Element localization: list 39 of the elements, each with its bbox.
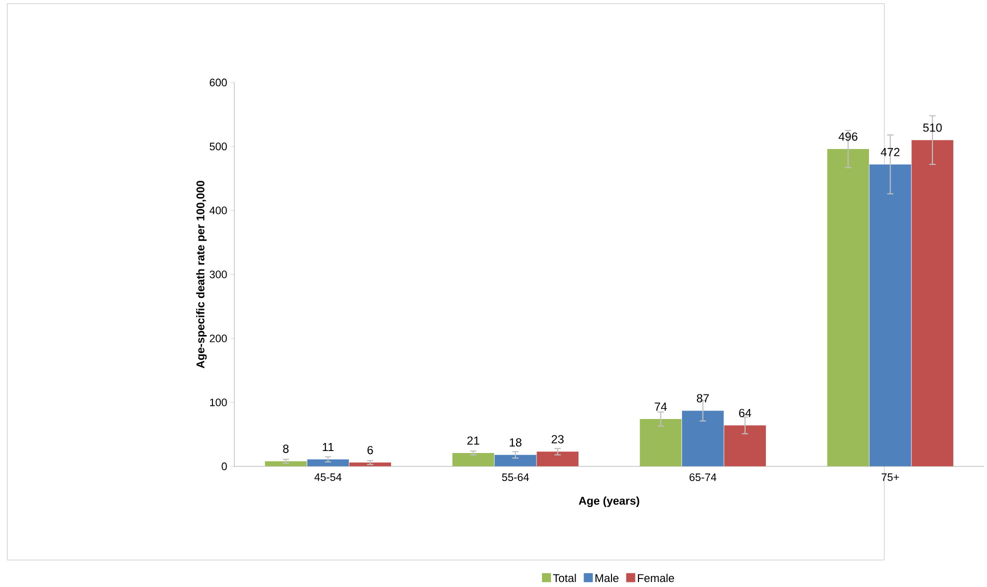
- data-label: 74: [654, 402, 667, 411]
- bar: [682, 410, 724, 466]
- bar: [307, 459, 349, 466]
- y-tick-label: 200: [210, 334, 227, 342]
- y-tick-label: 500: [210, 142, 227, 150]
- x-tick-label: 55-64: [502, 473, 529, 482]
- bar: [827, 149, 869, 466]
- x-tick-label: 45-54: [314, 473, 342, 481]
- data-label: 496: [838, 132, 858, 141]
- bar: [724, 425, 766, 466]
- y-tick-label: 0: [222, 462, 227, 470]
- data-label: 21: [467, 436, 480, 445]
- bar: [640, 419, 682, 466]
- y-tick-label: 300: [210, 270, 227, 278]
- y-tick-label: 100: [210, 398, 227, 406]
- data-label: 472: [880, 148, 900, 156]
- data-label: 64: [739, 408, 752, 418]
- data-label: 23: [552, 435, 564, 444]
- y-tick-label: 600: [210, 78, 227, 86]
- bar: [869, 164, 912, 466]
- y-tick-label: 400: [210, 206, 227, 214]
- x-tick-label: 75+: [882, 473, 899, 481]
- data-label: 11: [322, 443, 334, 452]
- legend-label: Female: [638, 574, 674, 582]
- bar: [349, 462, 392, 466]
- legend-label: Male: [596, 574, 618, 582]
- legend-label: Total: [553, 574, 576, 582]
- bar: [536, 452, 578, 466]
- data-label: 8: [283, 444, 289, 453]
- data-label: 87: [696, 394, 709, 402]
- x-axis-title: Age (years): [578, 496, 640, 508]
- data-label: 510: [923, 124, 942, 132]
- y-axis-title: Age-specific death rate per 100,000: [196, 180, 207, 368]
- data-label: 18: [510, 438, 522, 447]
- bar: [912, 140, 954, 466]
- data-label: 6: [368, 446, 373, 454]
- bar: [452, 452, 494, 466]
- bar: [494, 454, 536, 466]
- x-tick-label: 65-74: [690, 473, 716, 482]
